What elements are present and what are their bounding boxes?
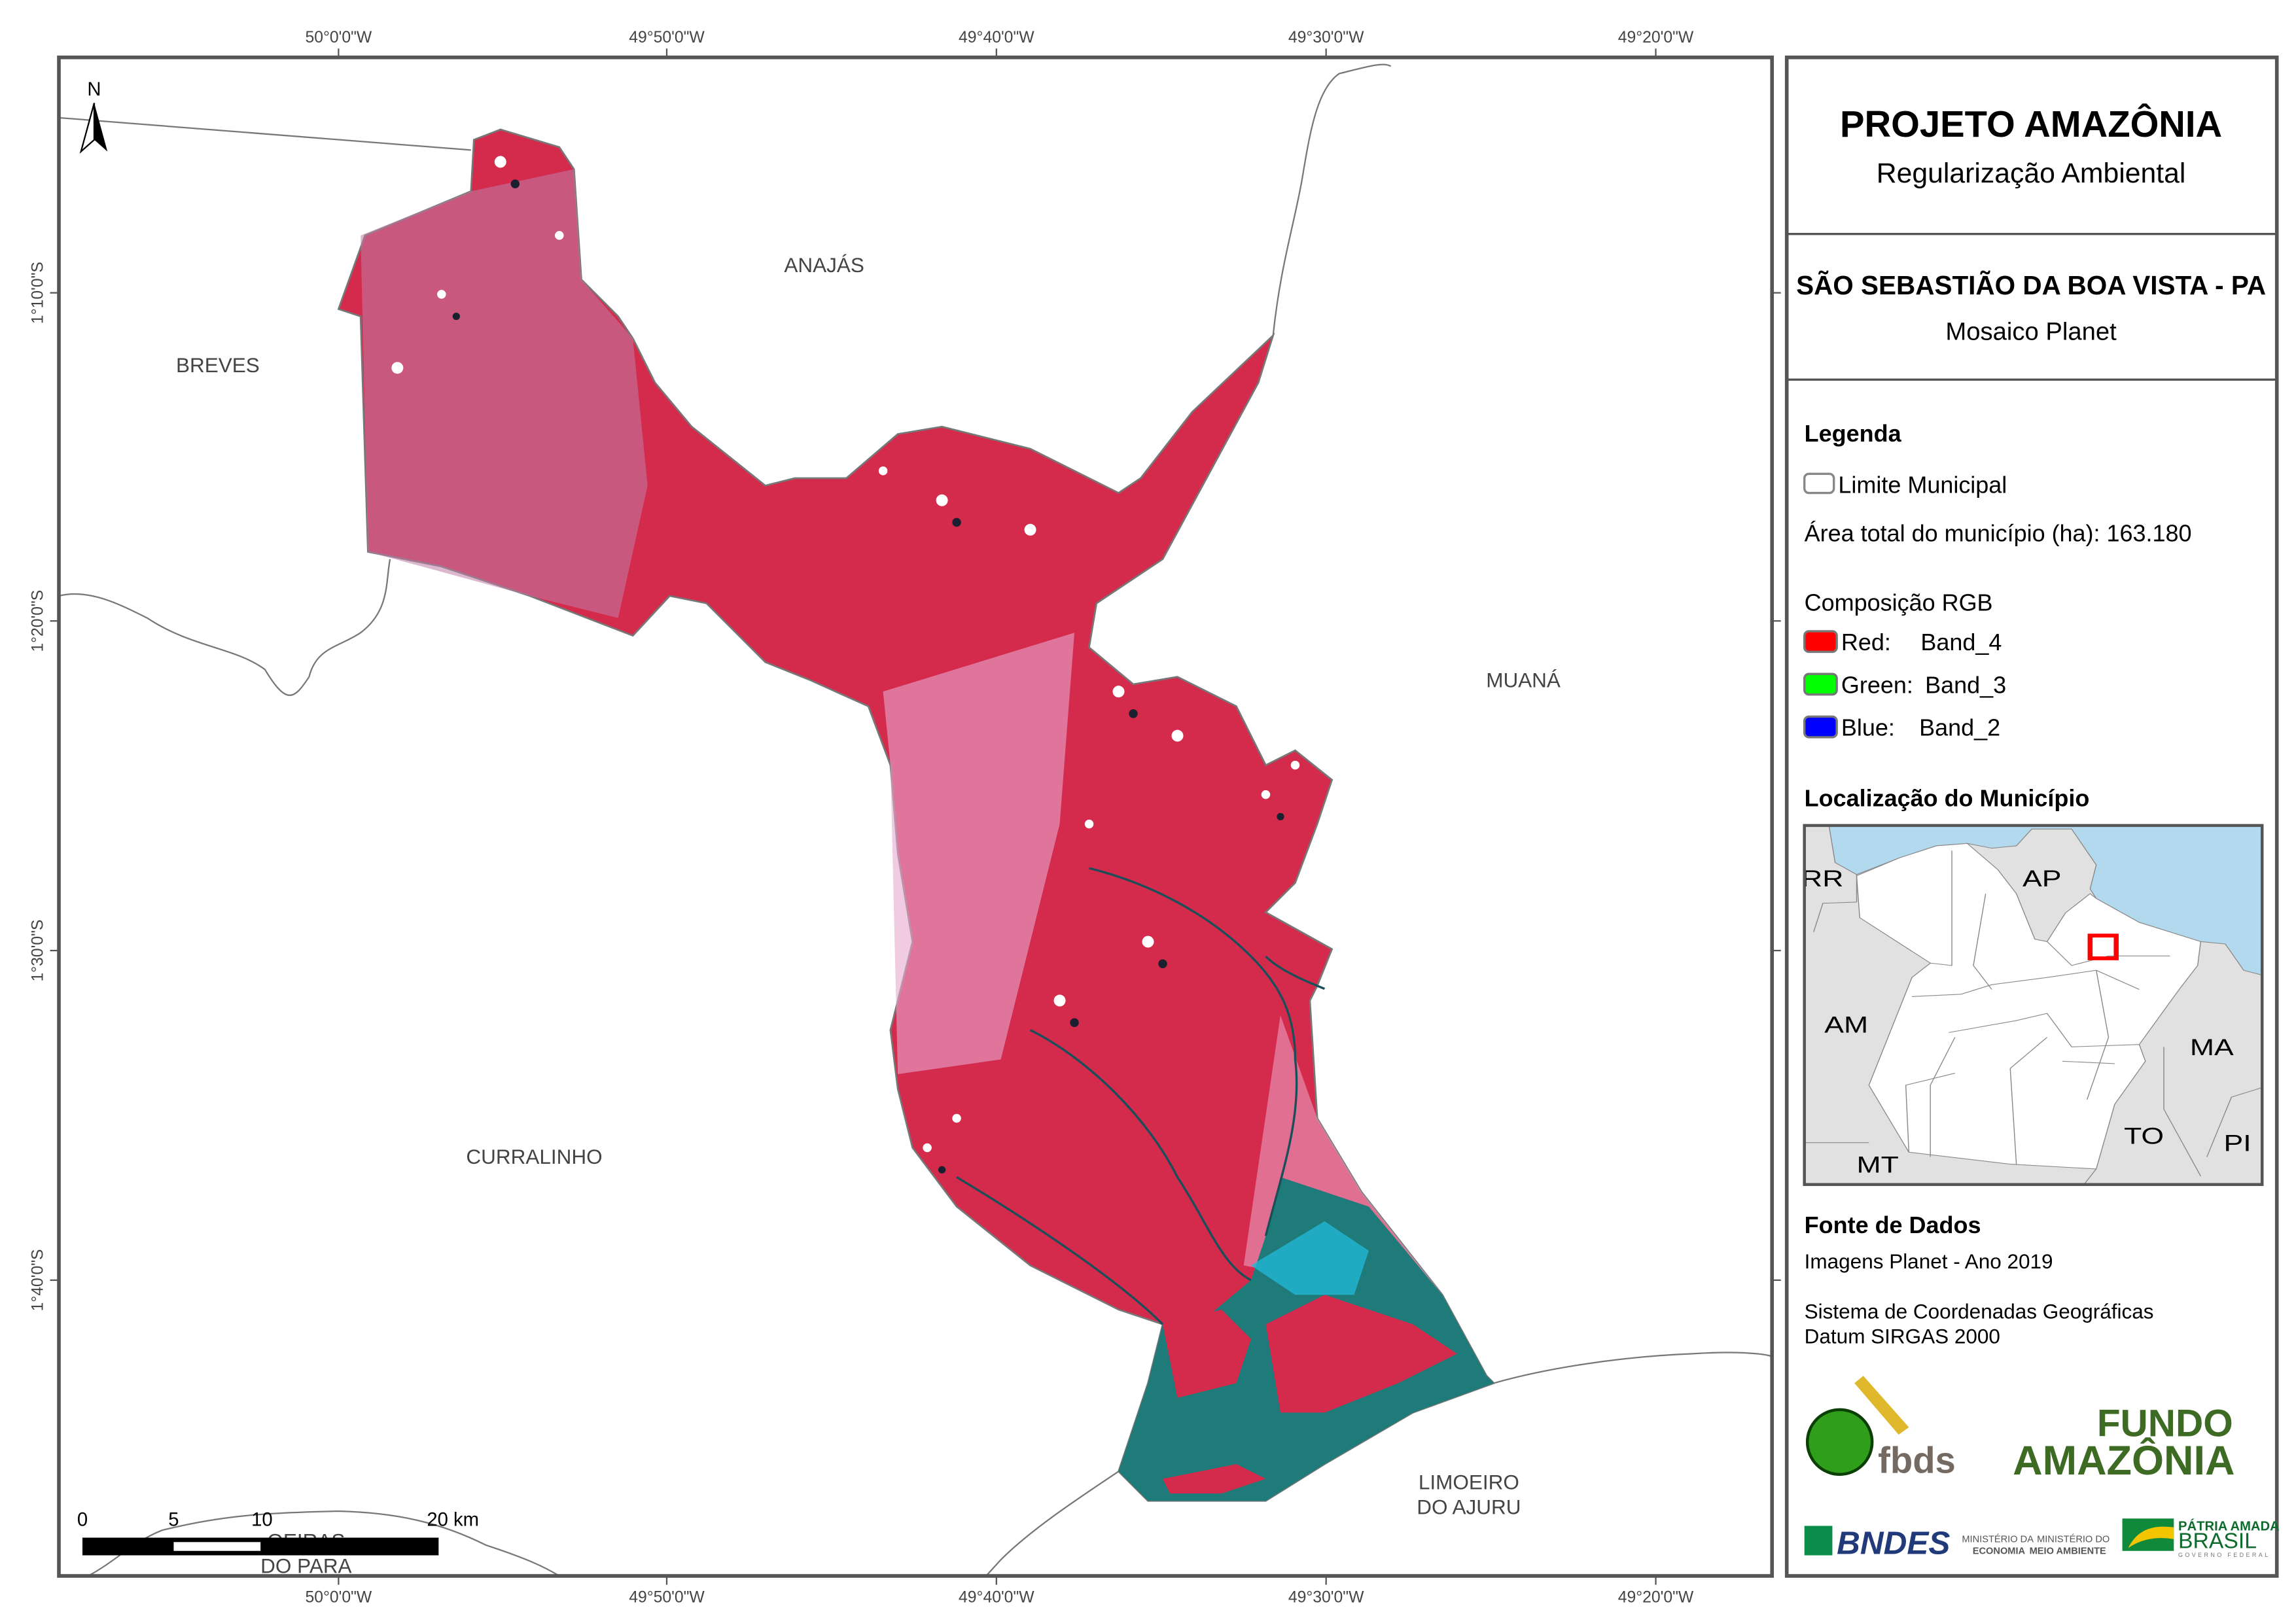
sources-crs: Sistema de Coordenadas Geográficas: [1805, 1299, 2154, 1323]
legend-panel: PROJETO AMAZÔNIA Regularização Ambiental…: [1784, 55, 2280, 1578]
band-channel: Green:: [1841, 671, 1913, 698]
red-swatch: [1803, 630, 1838, 654]
coord-label: 50°0'0"W: [305, 29, 372, 46]
coord-label: 49°30'0"W: [1288, 1589, 1364, 1607]
project-subtitle: Regularização Ambiental: [1877, 158, 2186, 189]
label-limoeiro: DO AJURU: [1417, 1495, 1521, 1519]
coord-label: 49°50'0"W: [629, 29, 705, 46]
band-name: Band_4: [1920, 629, 2002, 655]
cloud-shadows: [452, 179, 1284, 1174]
map-frame: BREVES ANAJÁS MUANÁ CURRALINHO LIMOEIRO …: [50, 48, 1781, 1585]
north-label: N: [87, 79, 101, 100]
state-label: TO: [2124, 1124, 2164, 1149]
coord-label: 49°30'0"W: [1288, 29, 1364, 46]
sources-imagery: Imagens Planet - Ano 2019: [1805, 1249, 2053, 1273]
location-heading: Localização do Município: [1805, 785, 2090, 812]
rivers: [956, 867, 1326, 1325]
scale-label: 10: [251, 1510, 273, 1531]
state-label: PI: [2224, 1131, 2252, 1156]
ministry-text: MINISTÉRIO DA: [1962, 1533, 2034, 1544]
clouds: [391, 156, 1300, 1153]
coord-label: 49°20'0"W: [1618, 29, 1694, 46]
label-anajas: ANAJÁS: [784, 253, 864, 277]
ministry-text: MEIO AMBIENTE: [2030, 1546, 2106, 1556]
coord-label: 49°40'0"W: [959, 1589, 1034, 1607]
green-swatch: [1803, 672, 1838, 696]
band-channel: Blue:: [1841, 714, 1895, 741]
state-label: RR: [1801, 867, 1843, 892]
island: [1162, 1309, 1251, 1398]
label-oeiras: DO PARA: [260, 1554, 351, 1578]
patria-text: PÁTRIA AMADA: [2178, 1518, 2280, 1533]
locator-map: RR AP AM MA TO PI MT: [1801, 825, 2263, 1185]
limit-swatch: [1803, 472, 1835, 495]
coord-label: 1°40'0"S: [29, 1249, 46, 1311]
coord-label: 49°20'0"W: [1618, 1589, 1694, 1607]
limit-label: Limite Municipal: [1838, 472, 2007, 498]
bndes-text: BNDES: [1837, 1525, 1950, 1561]
brasil-text: BRASIL: [2178, 1528, 2257, 1553]
coord-label: 1°30'0"S: [29, 920, 46, 982]
project-title: PROJETO AMAZÔNIA: [1840, 103, 2222, 145]
governo-federal-logo: PÁTRIA AMADA BRASIL GOVERNO FEDERAL: [2122, 1518, 2280, 1558]
island: [1265, 1295, 1457, 1413]
bndes-logo: BNDES: [1804, 1525, 1950, 1561]
sources-heading: Fonte de Dados: [1805, 1212, 1981, 1238]
legend-heading: Legenda: [1805, 420, 1902, 447]
state-label: MA: [2190, 1036, 2234, 1060]
fbds-logo: fbds: [1805, 1376, 1956, 1481]
label-curralinho: CURRALINHO: [466, 1145, 602, 1168]
scale-label: 5: [168, 1510, 179, 1531]
municipality-locator-box: [2087, 934, 2119, 960]
sources-datum: Datum SIRGAS 2000: [1805, 1325, 2000, 1348]
state-label: AP: [2022, 867, 2061, 892]
coordinate-labels-top: 50°0'0"W 49°50'0"W 49°40'0"W 49°30'0"W 4…: [305, 29, 1693, 46]
band-name: Band_3: [1925, 671, 2006, 698]
label-muana: MUANÁ: [1486, 668, 1561, 691]
scale-bar: 0 5 10 20 km: [77, 1510, 479, 1556]
coordinate-labels-bottom: 50°0'0"W 49°50'0"W 49°40'0"W 49°30'0"W 4…: [305, 1589, 1693, 1607]
coord-label: 1°10'0"S: [29, 262, 46, 324]
fundo-amazonia-logo: FUNDO AMAZÔNIA: [2013, 1402, 2234, 1483]
amazonia-text: AMAZÔNIA: [2013, 1437, 2234, 1484]
gov-text: GOVERNO FEDERAL: [2178, 1552, 2270, 1558]
municipality-title: SÃO SEBASTIÃO DA BOA VISTA - PA: [1796, 270, 2266, 300]
band-channel: Red:: [1841, 629, 1891, 655]
north-arrow-icon: N: [79, 79, 108, 154]
band-name: Band_2: [1919, 714, 2000, 741]
ministry-text: MINISTÉRIO DO: [2037, 1533, 2110, 1544]
label-limoeiro: LIMOEIRO: [1419, 1470, 1519, 1493]
mosaic-subtitle: Mosaico Planet: [1945, 318, 2117, 346]
coordinate-labels-left: 1°10'0"S 1°20'0"S 1°30'0"S 1°40'0"S: [29, 262, 46, 1311]
label-breves: BREVES: [176, 353, 260, 377]
coord-label: 50°0'0"W: [305, 1589, 372, 1607]
coord-label: 49°50'0"W: [629, 1589, 705, 1607]
blue-swatch: [1803, 715, 1838, 739]
ministerios-logo: MINISTÉRIO DA ECONOMIA MINISTÉRIO DO MEI…: [1962, 1533, 2110, 1556]
scale-label: 20 km: [427, 1510, 479, 1531]
ministry-text: ECONOMIA: [1973, 1546, 2026, 1556]
island: [1162, 1464, 1266, 1494]
cloud-haze: [361, 169, 648, 618]
area-label: Área total do município (ha): 163.180: [1805, 520, 2192, 547]
rgb-heading: Composição RGB: [1805, 589, 1993, 616]
coord-label: 1°20'0"S: [29, 590, 46, 652]
scale-label: 0: [77, 1510, 88, 1531]
neighbor-boundaries: [59, 63, 1773, 1577]
water-body: [1250, 1221, 1369, 1295]
state-label: MT: [1857, 1153, 1899, 1178]
coord-label: 49°40'0"W: [959, 29, 1034, 46]
cloud-haze: [883, 633, 1075, 1075]
state-label: AM: [1824, 1013, 1868, 1038]
fundo-text: FUNDO: [2097, 1402, 2233, 1444]
fbds-text: fbds: [1878, 1440, 1956, 1481]
